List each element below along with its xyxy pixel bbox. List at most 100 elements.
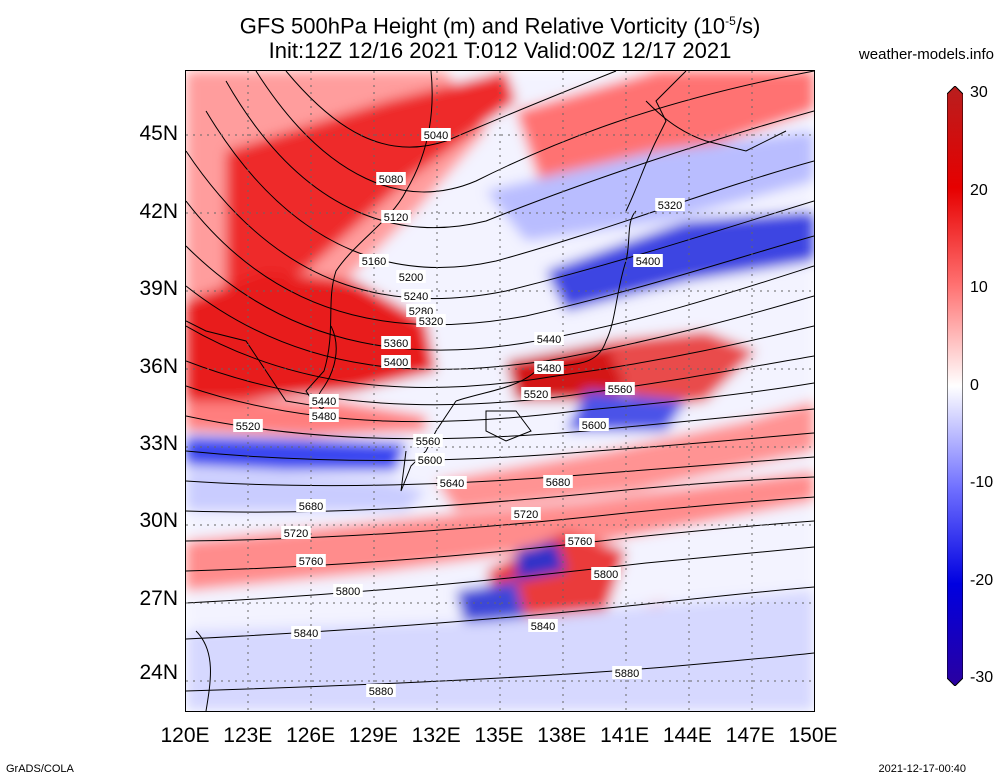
footer-left: GrADS/COLA (6, 763, 74, 775)
contour-label-bg (291, 626, 321, 639)
contour-label-bg (233, 419, 263, 432)
contour-label-bg (366, 684, 396, 697)
contour-label: 5440 (312, 396, 336, 408)
contour-label-bg (381, 336, 411, 349)
contour-label-bg (296, 499, 326, 512)
contour-label: 5480 (312, 411, 336, 423)
lat-label: 27N (139, 587, 178, 610)
contour-label-bg (534, 332, 564, 345)
contour-label: 5840 (294, 628, 318, 640)
contour-label: 5080 (379, 174, 403, 186)
colorbar-label: -10 (970, 474, 994, 491)
contour-label-bg (511, 507, 541, 520)
colorbar-label: 0 (970, 376, 979, 394)
lon-label: 123E (223, 724, 273, 747)
contour-label: 5600 (418, 455, 442, 467)
lon-label: 120E (160, 724, 210, 747)
colorbar-label: 30 (970, 84, 988, 101)
contour-label-bg (333, 584, 363, 597)
contour-label-bg (565, 534, 595, 547)
contour-label-bg (376, 172, 406, 185)
lon-label: 147E (725, 724, 775, 747)
map-svg: 5040508051205160520052405280532053605400… (186, 71, 814, 711)
contour-label: 5720 (284, 528, 308, 540)
chart-subtitle: Init:12Z 12/16 2021 T:012 Valid:00Z 12/1… (268, 38, 732, 63)
contour-label-bg (605, 382, 635, 395)
contour-label-bg (309, 394, 339, 407)
contour-label-bg (534, 361, 564, 374)
chart-title: GFS 500hPa Height (m) and Relative Vorti… (0, 8, 1000, 39)
contour-label: 5760 (568, 536, 592, 548)
contour-label: 5200 (399, 272, 423, 284)
contour-label-bg (416, 314, 446, 327)
lon-label: 126E (286, 724, 336, 747)
contour-label: 5160 (362, 256, 386, 268)
lat-label: 39N (139, 277, 178, 300)
contour-label: 5680 (546, 477, 570, 489)
contour-label-bg (381, 210, 411, 223)
contour-label-bg (612, 666, 642, 679)
contour-label: 5400 (636, 256, 660, 268)
title-sup: -5 (725, 14, 736, 28)
contour-label: 5840 (531, 621, 555, 633)
lon-label: 138E (537, 724, 587, 747)
contour-label-bg (543, 475, 573, 488)
website-label: weather-models.info (858, 46, 994, 63)
contour-label-bg (415, 453, 445, 466)
contour-label: 5520 (524, 389, 548, 401)
contour-label: 5560 (416, 436, 440, 448)
contour-label-bg (413, 434, 443, 447)
colorbar (947, 86, 963, 686)
contour-label: 5760 (299, 556, 323, 568)
contour-label: 5720 (514, 509, 538, 521)
lon-label: 150E (788, 724, 838, 747)
map-panel: 5040 5080 5120 5160 5200 5240 5280 5320 5360 5400… (185, 70, 815, 712)
contour-label: 5640 (440, 478, 464, 490)
contour-label: 5680 (299, 501, 323, 513)
contour-label: 5320 (658, 200, 682, 212)
contour-label: 5600 (582, 420, 606, 432)
contour-label-bg (406, 304, 436, 317)
lon-label: 129E (348, 724, 398, 747)
contour-label-bg (296, 554, 326, 567)
colorbar-label: -20 (970, 571, 994, 589)
contour-label: 5520 (236, 421, 260, 433)
footer-right: 2021-12-17-00:40 (878, 763, 966, 775)
lon-label: 132E (411, 724, 461, 747)
contour-label: 5360 (384, 338, 408, 350)
title-text: GFS 500hPa Height (m) and Relative Vorti… (239, 13, 726, 39)
lat-label: 45N (139, 122, 178, 145)
contour-label-bg (281, 526, 311, 539)
contour-labels: 5040508051205160520052405280532053605400… (233, 128, 685, 698)
lat-label: 36N (139, 355, 178, 378)
contour-label-bg (437, 476, 467, 489)
contour-label-bg (579, 418, 609, 431)
contour-label-bg (401, 289, 431, 302)
contour-label: 5440 (537, 334, 561, 346)
graticule (186, 71, 814, 711)
contour-label-bg (655, 198, 685, 211)
contour-label-bg (359, 254, 389, 267)
contour-label-bg (421, 128, 451, 141)
contour-label: 5400 (384, 357, 408, 369)
lon-label: 135E (474, 724, 524, 747)
contour-label-bg (396, 270, 426, 283)
contour-label: 5880 (369, 686, 393, 698)
contour-label-bg (381, 355, 411, 368)
contour-label-bg (591, 567, 621, 580)
contour-label-bg (309, 409, 339, 422)
contour-label: 5800 (336, 586, 360, 598)
contour-label-bg (528, 619, 558, 632)
contour-label: 5320 (419, 316, 443, 328)
lon-label: 141E (600, 724, 650, 747)
colorbar-label: -30 (970, 669, 994, 686)
colorbar-label: 20 (970, 181, 988, 199)
contour-label: 5880 (615, 668, 639, 680)
vorticity-field (186, 71, 814, 711)
lat-label: 33N (139, 432, 178, 455)
lon-label: 144E (662, 724, 712, 747)
contour-label: 5040 (424, 130, 448, 142)
contour-label: 5240 (404, 291, 428, 303)
colorbar-gradient (947, 86, 963, 686)
contour-label-bg (521, 387, 551, 400)
